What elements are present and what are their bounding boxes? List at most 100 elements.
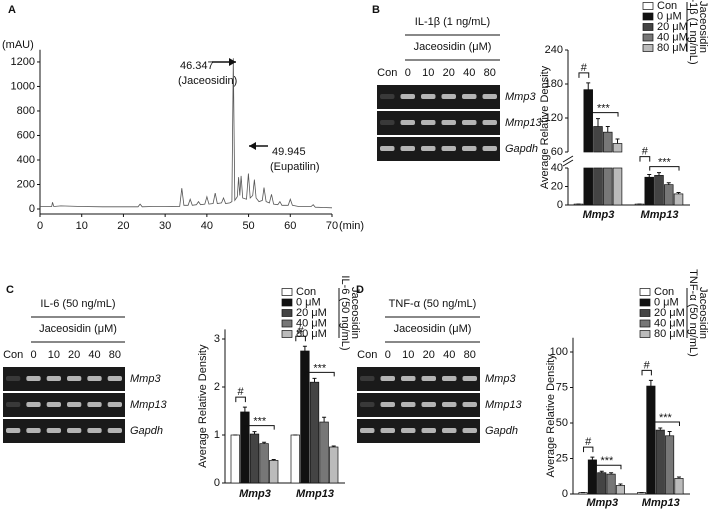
legend-swatch	[642, 12, 654, 21]
gel-band	[6, 402, 21, 407]
legend-note: Jaceosidin	[697, 287, 709, 339]
gel-row-label: Mmp3	[505, 91, 536, 103]
legend-label: 0 μM	[654, 296, 679, 308]
gel-row	[357, 393, 480, 417]
legend-swatch	[639, 309, 651, 317]
panel-label: C	[6, 284, 14, 296]
gel-row-label: Mmp3	[130, 373, 161, 385]
gel-band	[87, 376, 102, 381]
legend-label: Con	[654, 286, 674, 298]
y-tick-label: 75	[556, 381, 568, 393]
error-bar	[331, 445, 336, 447]
x-tick-label: Mmp13	[641, 209, 679, 221]
gel-row-label: Mmp13	[505, 117, 543, 129]
gel-row	[357, 419, 480, 443]
gel-treatment: IL-1β (1 ng/mL)	[415, 16, 490, 28]
significance: ***	[313, 362, 327, 374]
bar	[240, 411, 250, 484]
bar	[259, 443, 269, 484]
bracket	[295, 335, 306, 342]
gel-band	[400, 120, 415, 125]
legend-swatch	[639, 298, 651, 307]
lane-label: Con	[3, 349, 23, 361]
bar	[597, 472, 607, 495]
lane-label: 40	[443, 349, 455, 361]
bar	[612, 143, 623, 153]
gel-band	[400, 94, 415, 99]
significance: #	[298, 325, 305, 337]
x-tick-label: 40	[201, 220, 213, 232]
lane-label: 10	[48, 349, 60, 361]
y-axis-label: Average Relative Density	[545, 354, 557, 478]
bracket	[244, 425, 275, 430]
x-tick-label: Mmp13	[642, 497, 680, 509]
bracket	[588, 112, 619, 117]
gel-band	[442, 376, 457, 381]
x-tick-label: 20	[117, 220, 129, 232]
bar	[674, 478, 684, 495]
gel-band	[380, 376, 395, 381]
bar	[603, 167, 613, 206]
lane-label: 20	[443, 67, 455, 79]
y-axis-label: (mAU)	[2, 39, 34, 51]
lane-label: 10	[402, 349, 414, 361]
legend-swatch	[281, 330, 293, 338]
gel-band	[46, 376, 61, 381]
significance: ***	[659, 412, 673, 424]
y-tick-label: 0	[29, 203, 35, 215]
gel-band	[401, 376, 416, 381]
bar	[269, 460, 279, 484]
gel-band	[442, 402, 457, 407]
gel-band	[462, 94, 477, 99]
lane-label: Con	[377, 67, 397, 79]
bracket	[583, 446, 594, 453]
y-tick-label: 20	[551, 180, 563, 192]
legend-swatch	[639, 319, 651, 328]
x-axis-label: (min)	[339, 220, 364, 232]
bar	[665, 435, 675, 495]
bracket	[649, 166, 680, 171]
bar	[300, 350, 310, 484]
legend-swatch	[642, 33, 654, 42]
error-bar	[252, 431, 257, 435]
significance: #	[581, 62, 588, 74]
gel-row-label: Mmp3	[485, 373, 516, 385]
error-bar	[676, 476, 681, 479]
gel-band	[67, 402, 82, 407]
x-tick-label: Mmp3	[239, 488, 271, 500]
gel-row	[357, 367, 480, 391]
bar	[644, 176, 654, 206]
y-tick-label: 60	[551, 146, 563, 158]
legend-label: 80 μM	[657, 42, 688, 54]
annotation: 49.945	[272, 146, 306, 158]
legend-note: IL-1β (1 ng/mL)	[687, 0, 699, 65]
legend-label: 40 μM	[657, 31, 688, 43]
error-bar	[647, 173, 652, 178]
bar	[646, 385, 656, 495]
y-tick-label: 0	[562, 488, 568, 500]
y-tick-label: 25	[556, 452, 568, 464]
error-bar	[271, 458, 276, 461]
annotation: (Eupatilin)	[270, 161, 320, 173]
legend-label: Con	[657, 0, 677, 12]
significance: ***	[601, 455, 615, 467]
error-bar	[615, 138, 620, 144]
gel-band	[67, 376, 82, 381]
bracket	[304, 371, 335, 377]
gel-band	[441, 120, 456, 125]
gel-band	[107, 428, 122, 433]
arrow-head	[249, 142, 256, 150]
lane-label: 80	[109, 349, 121, 361]
gel-band	[46, 402, 61, 407]
gel-band	[421, 402, 436, 407]
legend-label: 0 μM	[657, 10, 682, 22]
gel-band	[380, 146, 395, 151]
significance: #	[644, 359, 651, 371]
bar	[603, 131, 613, 153]
legend-swatch	[642, 44, 654, 52]
gel-band	[441, 94, 456, 99]
legend-label: 40 μM	[654, 317, 685, 329]
lane-label: 10	[422, 67, 434, 79]
